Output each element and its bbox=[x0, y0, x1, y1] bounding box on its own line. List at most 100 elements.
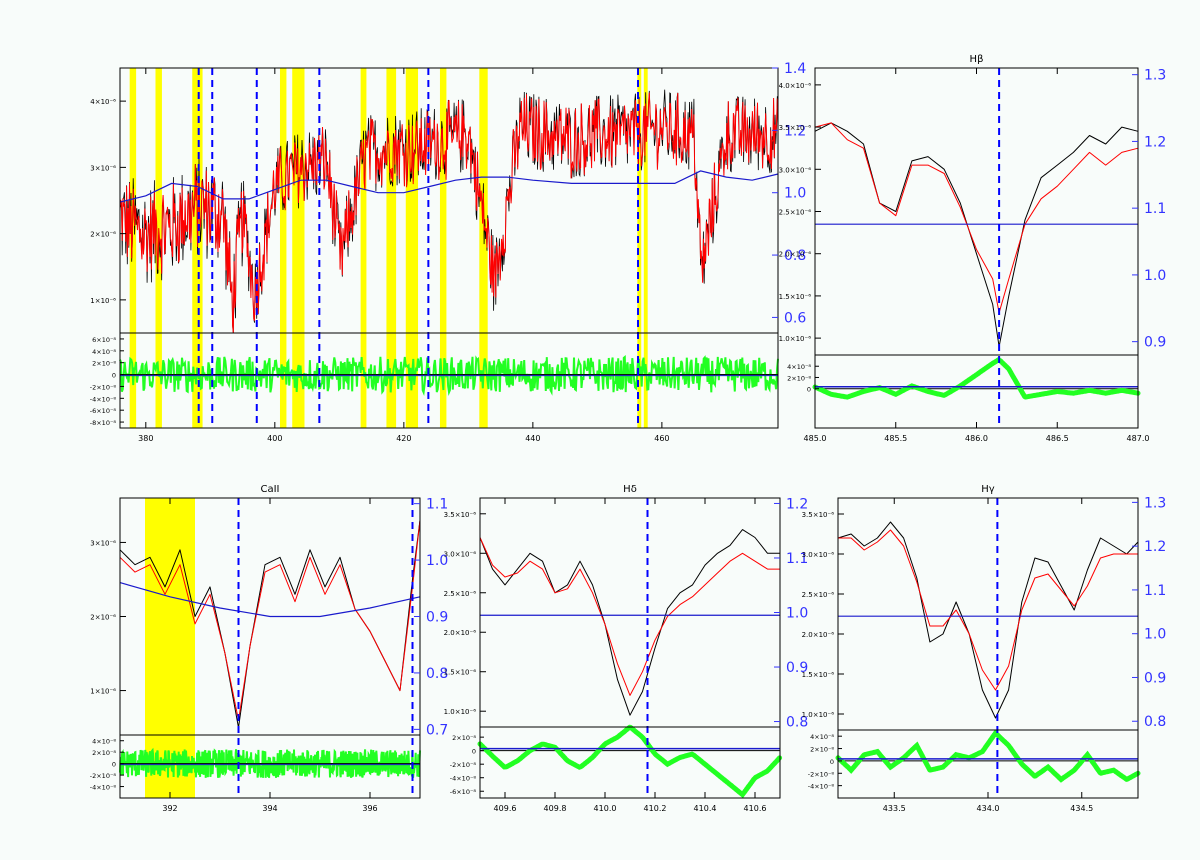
x-tick-label: 380 bbox=[138, 434, 153, 443]
y2-tick-label: 1.0 bbox=[784, 186, 806, 202]
y-tick-label: 1.5×10⁻⁶ bbox=[444, 669, 477, 677]
overview-mask-band bbox=[405, 68, 419, 428]
residual-y-tick-label: -4×10⁻⁸ bbox=[450, 775, 477, 783]
x-tick-label: 392 bbox=[162, 804, 177, 813]
y-tick-label: 4.0×10⁻⁶ bbox=[779, 82, 812, 90]
y-tick-label: 4×10⁻⁶ bbox=[90, 98, 116, 106]
y-tick-label: 3.0×10⁻⁶ bbox=[802, 551, 835, 559]
residual-y-tick-label: -2×10⁻⁸ bbox=[450, 761, 477, 769]
y2-tick-label: 0.7 bbox=[426, 722, 448, 738]
y2-tick-label: 1.0 bbox=[426, 553, 448, 569]
panel-title: Hγ bbox=[981, 484, 995, 495]
residual-line bbox=[812, 356, 1141, 400]
y-tick-label: 2×10⁻⁶ bbox=[90, 614, 116, 622]
panel-title: CaII bbox=[260, 484, 279, 495]
residual-y-tick-label: -2×10⁻⁸ bbox=[90, 772, 117, 780]
y-tick-label: 1.0×10⁻⁶ bbox=[779, 335, 812, 343]
residual-y-tick-label: 2×10⁻⁸ bbox=[452, 734, 476, 742]
x-tick-label: 394 bbox=[262, 804, 277, 813]
overview-mask-band bbox=[439, 68, 447, 428]
y-tick-label: 1.0×10⁻⁶ bbox=[444, 708, 477, 716]
y2-tick-label: 0.9 bbox=[426, 610, 448, 626]
x-tick-label: 409.6 bbox=[494, 804, 517, 813]
x-tick-label: 409.8 bbox=[544, 804, 567, 813]
residual-y-tick-label: 0 bbox=[112, 372, 116, 380]
panel-title: Hδ bbox=[623, 484, 637, 495]
residual-y-tick-label: 2×10⁻⁸ bbox=[787, 374, 811, 382]
main-axes-frame bbox=[479, 497, 781, 728]
y2-tick-label: 1.3 bbox=[1144, 68, 1166, 84]
observed-spectrum-line bbox=[479, 529, 780, 716]
y2-tick-label: 0.8 bbox=[426, 666, 448, 682]
y-tick-label: 2.0×10⁻⁶ bbox=[779, 251, 812, 259]
x-tick-label: 400 bbox=[267, 434, 282, 443]
panel-title: Hβ bbox=[970, 54, 984, 65]
y-tick-label: 2.5×10⁻⁶ bbox=[802, 591, 835, 599]
continuum-line bbox=[119, 170, 779, 203]
model-spectrum-line bbox=[119, 520, 421, 721]
hg-panel bbox=[835, 497, 1141, 799]
y2-tick-label: 0.9 bbox=[1144, 335, 1166, 351]
y-tick-label: 1×10⁻⁶ bbox=[90, 297, 116, 305]
main-axes-frame bbox=[814, 67, 1139, 356]
residual-axes-frame bbox=[479, 726, 781, 799]
overview-mask-band bbox=[360, 68, 367, 428]
x-tick-label: 434.5 bbox=[1070, 804, 1093, 813]
x-tick-label: 433.5 bbox=[883, 804, 906, 813]
y2-tick-label: 0.8 bbox=[784, 248, 806, 264]
y2-tick-label: 1.2 bbox=[784, 123, 806, 139]
overview-mask-band bbox=[279, 68, 287, 428]
y2-tick-label: 1.0 bbox=[1144, 268, 1166, 284]
y2-tick-label: 0.9 bbox=[786, 660, 808, 676]
y-tick-label: 3.5×10⁻⁶ bbox=[444, 511, 477, 519]
y-tick-label: 3.5×10⁻⁶ bbox=[779, 124, 812, 132]
y2-tick-label: 0.9 bbox=[1144, 670, 1166, 686]
residual-y-tick-label: -6×10⁻⁸ bbox=[90, 407, 117, 415]
overview-panel bbox=[119, 67, 779, 429]
model-spectrum-line bbox=[814, 122, 1139, 314]
overview-mask-band bbox=[129, 68, 137, 428]
y2-tick-label: 1.1 bbox=[1144, 583, 1166, 599]
model-spectrum-line bbox=[479, 537, 780, 696]
x-tick-label: 434.0 bbox=[977, 804, 1000, 813]
residual-y-tick-label: 4×10⁻⁸ bbox=[810, 733, 834, 741]
residual-y-tick-label: -8×10⁻⁸ bbox=[90, 419, 117, 427]
y2-tick-label: 1.0 bbox=[786, 606, 808, 622]
residual-y-tick-label: 4×10⁻⁸ bbox=[787, 363, 811, 371]
y2-tick-label: 0.8 bbox=[786, 715, 808, 731]
residual-y-tick-label: 2×10⁻⁸ bbox=[92, 360, 116, 368]
caii-mask-band bbox=[145, 498, 195, 798]
residual-line bbox=[477, 723, 783, 799]
residual-y-tick-label: -2×10⁻⁸ bbox=[90, 383, 117, 391]
y-tick-label: 1.5×10⁻⁶ bbox=[779, 293, 812, 301]
residual-y-tick-label: -4×10⁻⁸ bbox=[90, 784, 117, 792]
y-tick-label: 3.0×10⁻⁶ bbox=[779, 166, 812, 174]
hb-panel bbox=[812, 67, 1141, 429]
y-tick-label: 1×10⁻⁶ bbox=[90, 688, 116, 696]
y2-tick-label: 1.2 bbox=[1144, 539, 1166, 555]
residual-y-tick-label: 6×10⁻⁸ bbox=[92, 336, 116, 344]
x-tick-label: 396 bbox=[362, 804, 377, 813]
residual-y-tick-label: -2×10⁻⁸ bbox=[808, 770, 835, 778]
overview-mask-band bbox=[479, 68, 488, 428]
x-tick-label: 410.2 bbox=[644, 804, 667, 813]
y2-tick-label: 1.3 bbox=[1144, 495, 1166, 511]
x-tick-label: 487.0 bbox=[1127, 434, 1150, 443]
y-tick-label: 2.0×10⁻⁶ bbox=[444, 629, 477, 637]
observed-spectrum-line bbox=[837, 521, 1139, 719]
y-tick-label: 2×10⁻⁶ bbox=[90, 231, 116, 239]
residual-y-tick-label: -6×10⁻⁸ bbox=[450, 788, 477, 796]
x-tick-label: 410.6 bbox=[744, 804, 767, 813]
residual-y-tick-label: -4×10⁻⁸ bbox=[90, 395, 117, 403]
x-tick-label: 485.5 bbox=[884, 434, 907, 443]
model-spectrum-line bbox=[119, 92, 779, 334]
y2-tick-label: 0.8 bbox=[1144, 714, 1166, 730]
main-axes-frame bbox=[837, 497, 1139, 731]
residual-y-tick-label: 0 bbox=[472, 748, 476, 756]
x-tick-label: 410.0 bbox=[594, 804, 617, 813]
y-tick-label: 3.5×10⁻⁶ bbox=[802, 511, 835, 519]
y2-tick-label: 1.1 bbox=[1144, 201, 1166, 217]
x-tick-label: 486.5 bbox=[1046, 434, 1069, 443]
residual-y-tick-label: 2×10⁻⁸ bbox=[810, 746, 834, 754]
